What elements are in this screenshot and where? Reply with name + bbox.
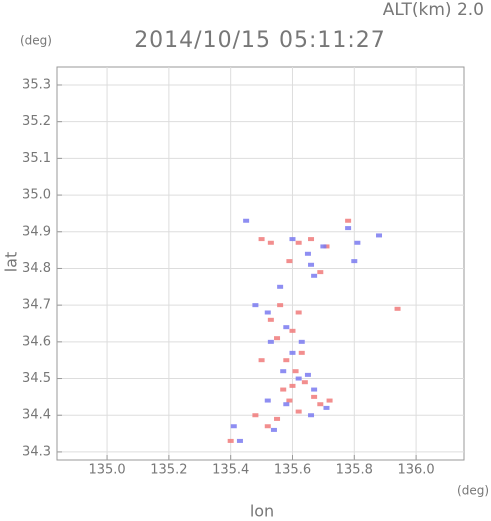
radar-cell <box>283 325 290 330</box>
radar-cell <box>274 336 281 341</box>
radar-cell <box>304 372 311 377</box>
radar-cell <box>308 262 315 267</box>
radar-cell <box>301 380 308 385</box>
radar-cell <box>258 358 265 363</box>
radar-cell <box>267 240 274 245</box>
radar-cell <box>274 416 281 421</box>
radar-cell <box>236 438 243 443</box>
y-tick-label: 34.3 <box>22 444 51 459</box>
altitude-label: ALT(km) 2.0 <box>383 0 484 20</box>
radar-cell <box>286 259 293 264</box>
radar-cell <box>289 350 296 355</box>
radar-cell <box>252 303 259 308</box>
radar-cell <box>252 413 259 418</box>
radar-cell <box>277 284 284 289</box>
radar-cell <box>277 303 284 308</box>
y-tick-label: 34.9 <box>22 224 51 239</box>
radar-cell <box>295 376 302 381</box>
radar-cell <box>264 310 271 315</box>
plot-frame <box>56 66 465 461</box>
radar-cell <box>292 369 299 374</box>
radar-cell <box>323 244 330 249</box>
radar-cell <box>317 402 324 407</box>
radar-cell <box>289 383 296 388</box>
y-tick-label: 34.6 <box>22 334 51 349</box>
y-axis-label: lat <box>2 252 21 273</box>
radar-cell <box>280 387 287 392</box>
radar-cell <box>227 438 234 443</box>
radar-cell <box>264 398 271 403</box>
chart-title: 2014/10/15 05:11:27 <box>134 28 386 53</box>
radar-cell <box>311 387 318 392</box>
radar-cell <box>376 233 383 238</box>
radar-cell <box>298 350 305 355</box>
radar-cell <box>394 306 401 311</box>
x-tick-label: 135.4 <box>212 463 249 478</box>
radar-cell <box>295 409 302 414</box>
radar-cell <box>323 405 330 410</box>
radar-cell <box>283 358 290 363</box>
x-tick-label: 135.8 <box>336 463 373 478</box>
radar-cell <box>295 310 302 315</box>
radar-cell <box>243 218 250 223</box>
radar-cell <box>283 402 290 407</box>
radar-cell <box>320 244 327 249</box>
radar-cell <box>280 369 287 374</box>
radar-cell <box>308 237 315 242</box>
y-tick-label: 34.4 <box>22 408 51 423</box>
radar-cell <box>295 240 302 245</box>
radar-cell <box>311 394 318 399</box>
radar-cell <box>308 413 315 418</box>
radar-cell <box>304 251 311 256</box>
x-tick-label: 136.0 <box>397 463 434 478</box>
radar-cell <box>298 339 305 344</box>
y-tick-label: 34.7 <box>22 298 51 313</box>
radar-cell <box>258 237 265 242</box>
radar-cell <box>264 424 271 429</box>
radar-cell <box>326 398 333 403</box>
x-axis-label: lon <box>250 502 274 521</box>
y-tick-label: 34.8 <box>22 261 51 276</box>
radar-cell <box>289 328 296 333</box>
y-tick-label: 35.1 <box>22 151 51 166</box>
radar-cell <box>267 317 274 322</box>
radar-cell <box>354 240 361 245</box>
y-tick-label: 34.5 <box>22 371 51 386</box>
x-tick-label: 135.0 <box>88 463 125 478</box>
x-tick-label: 135.2 <box>150 463 187 478</box>
radar-cell <box>345 218 352 223</box>
x-unit: (deg) <box>457 484 489 498</box>
radar-cell <box>267 339 274 344</box>
radar-cell <box>311 273 318 278</box>
radar-cell <box>351 259 358 264</box>
radar-cell <box>270 427 277 432</box>
radar-cell <box>230 424 237 429</box>
y-unit: (deg) <box>20 34 52 48</box>
x-tick-label: 135.6 <box>274 463 311 478</box>
radar-cell <box>317 270 324 275</box>
radar-cell <box>345 226 352 231</box>
radar-cell <box>289 237 296 242</box>
y-tick-label: 35.2 <box>22 114 51 129</box>
radar-cell <box>286 398 293 403</box>
y-tick-label: 35.3 <box>22 77 51 92</box>
y-tick-label: 35.0 <box>22 188 51 203</box>
